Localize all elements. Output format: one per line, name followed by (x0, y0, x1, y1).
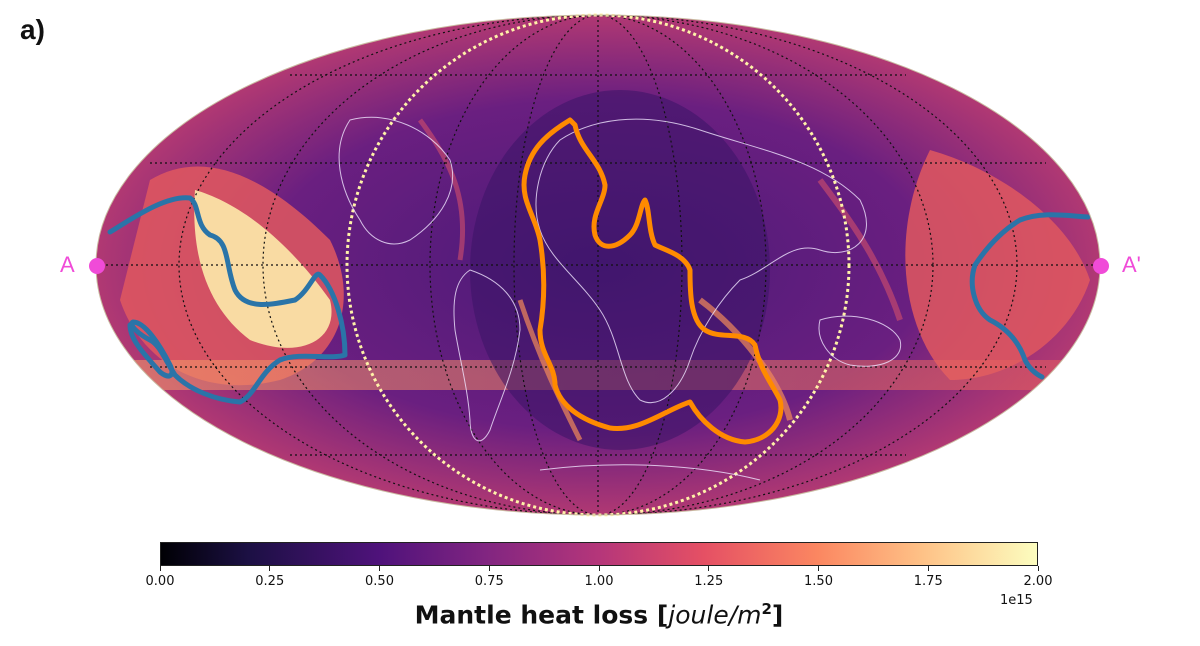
blue-outline-east (969, 212, 1091, 380)
colorbar-tick (708, 566, 710, 571)
colorbar-tick (269, 566, 271, 571)
coastlines (338, 116, 902, 481)
colorbar-label-close: ] (771, 600, 784, 630)
point-a-marker (89, 258, 105, 274)
colorbar-label: Mantle heat loss [joule/m2] (160, 600, 1038, 629)
colorbar-tick (818, 566, 819, 571)
point-a-label: A (60, 252, 75, 277)
colorbar-tick (1037, 566, 1039, 571)
colorbar-label-bold: Mantle heat loss [ (414, 600, 669, 630)
orange-outline-center (521, 117, 784, 445)
hemisphere-boundary (345, 13, 851, 517)
colorbar-label-exp: 2 (761, 600, 772, 618)
panel-label: a) (20, 14, 45, 45)
colorbar-tick-label: 1.75 (913, 574, 943, 589)
graticule (96, 15, 1100, 515)
colorbar-tick (488, 566, 490, 571)
colorbar (160, 542, 1038, 566)
colorbar-tick (927, 566, 929, 571)
colorbar-tick (159, 566, 161, 571)
colorbar-tick-label: 1.25 (694, 574, 724, 589)
colorbar-tick-label: 2.00 (1023, 574, 1053, 589)
colorbar-tick-label: 0.75 (474, 574, 504, 589)
mollweide-map (89, 13, 1109, 517)
colorbar-tick (379, 566, 380, 571)
colorbar-tick-label: 0.50 (365, 574, 394, 589)
colorbar-tick-label: 1.00 (584, 574, 614, 589)
colorbar-offset: 1e15 (1000, 593, 1033, 608)
point-a-prime-label: A' (1122, 252, 1141, 277)
colorbar-tick-label: 0.25 (255, 574, 285, 589)
colorbar-tick-label: 0.00 (145, 574, 175, 589)
colorbar-label-unit: joule/m (668, 600, 762, 630)
blue-outline-west (107, 195, 348, 405)
point-a-prime-marker (1093, 258, 1109, 274)
colorbar-tick-label: 1.50 (804, 574, 833, 589)
colorbar-tick (598, 566, 600, 571)
